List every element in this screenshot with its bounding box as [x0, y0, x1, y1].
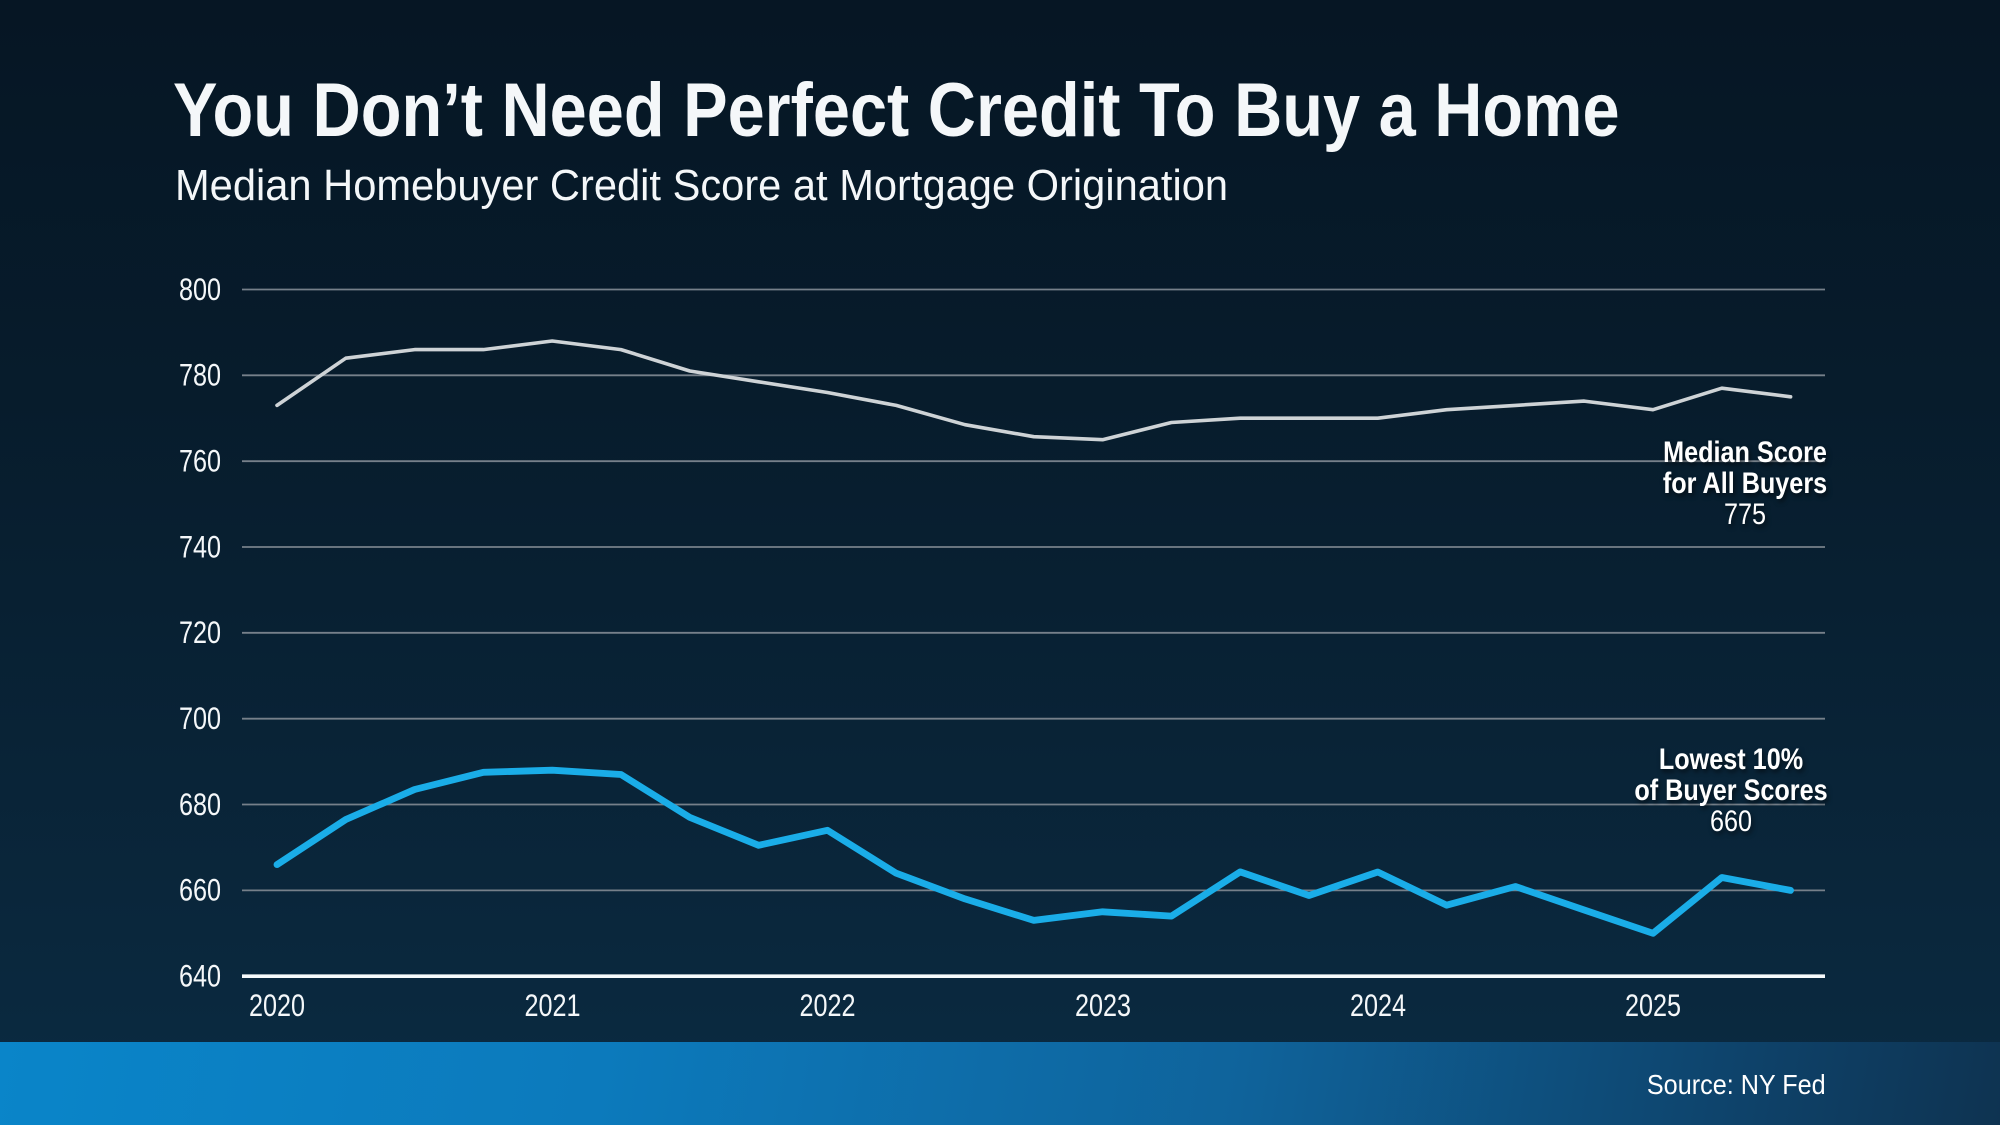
svg-text:2020: 2020 — [249, 988, 305, 1023]
svg-text:660: 660 — [179, 873, 221, 908]
svg-text:780: 780 — [179, 358, 221, 393]
svg-text:2025: 2025 — [1625, 988, 1681, 1023]
svg-text:700: 700 — [179, 701, 221, 736]
svg-text:720: 720 — [179, 615, 221, 650]
svg-text:740: 740 — [179, 530, 221, 565]
svg-text:680: 680 — [179, 787, 221, 822]
svg-text:760: 760 — [179, 444, 221, 479]
svg-text:2023: 2023 — [1075, 988, 1131, 1023]
svg-text:640: 640 — [179, 959, 221, 994]
svg-text:2024: 2024 — [1350, 988, 1406, 1023]
svg-text:800: 800 — [179, 272, 221, 307]
svg-text:2022: 2022 — [799, 988, 855, 1023]
svg-text:2021: 2021 — [524, 988, 580, 1023]
